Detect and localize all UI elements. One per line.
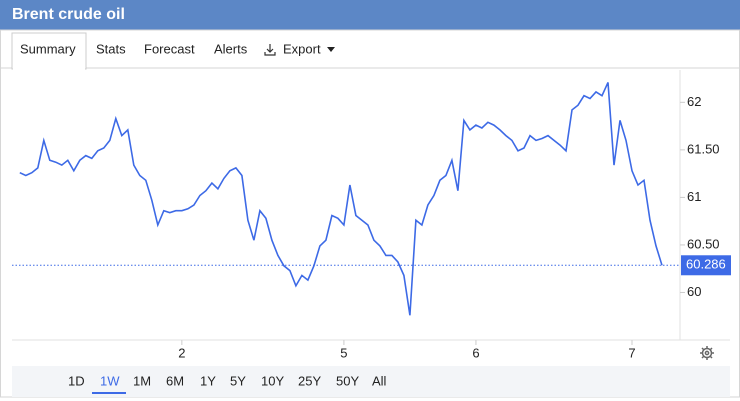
- header-bar: [0, 0, 740, 30]
- tab[interactable]: Alerts: [214, 41, 248, 56]
- dropdown-caret: [327, 47, 335, 52]
- x-tick-label: 5: [340, 345, 347, 360]
- tab[interactable]: Summary: [20, 41, 76, 56]
- icon-path: [264, 44, 276, 56]
- range-button[interactable]: 6M: [166, 373, 184, 388]
- y-tick-label: 62: [687, 94, 701, 109]
- active-tab-gap: [13, 67, 85, 70]
- settings-icon[interactable]: [700, 346, 714, 360]
- gear-hub: [704, 350, 710, 356]
- panel: [0, 29, 740, 398]
- range-button[interactable]: 25Y: [298, 373, 321, 388]
- gear-teeth: [700, 346, 714, 360]
- y-tick-label: 60: [687, 284, 701, 299]
- x-tick-label: 6: [472, 345, 479, 360]
- range-button[interactable]: 10Y: [261, 373, 284, 388]
- y-tick-label: 61.50: [687, 141, 720, 156]
- range-button[interactable]: 5Y: [230, 373, 246, 388]
- header-title: Brent crude oil: [12, 6, 125, 23]
- y-tick-label: 61: [687, 189, 701, 204]
- tab[interactable]: Forecast: [144, 41, 195, 56]
- active-tab-box: [11, 32, 87, 70]
- last-price-box: [681, 255, 731, 276]
- range-button[interactable]: 50Y: [336, 373, 359, 388]
- range-button[interactable]: All: [372, 373, 387, 388]
- tab[interactable]: Export: [283, 41, 321, 56]
- range-button[interactable]: 1D: [68, 373, 85, 388]
- last-price-label: 60.286: [686, 257, 726, 272]
- price-line: [19, 82, 663, 316]
- gear-ring: [701, 347, 713, 359]
- tab[interactable]: Stats: [96, 41, 126, 56]
- range-underline: [92, 392, 126, 394]
- range-bar: [12, 366, 730, 397]
- download-icon: [264, 44, 276, 56]
- range-button[interactable]: 1M: [133, 373, 151, 388]
- range-button[interactable]: 1W: [100, 373, 120, 388]
- range-button[interactable]: 1Y: [200, 373, 216, 388]
- y-tick-label: 60.50: [687, 236, 720, 251]
- x-tick-label: 2: [178, 345, 185, 360]
- x-tick-label: 7: [628, 345, 635, 360]
